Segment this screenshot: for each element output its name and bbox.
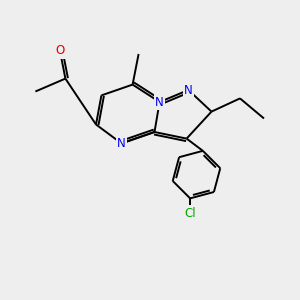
Text: N: N <box>184 83 193 97</box>
Text: N: N <box>155 95 164 109</box>
Text: N: N <box>117 137 126 150</box>
Text: Cl: Cl <box>184 208 196 220</box>
Text: O: O <box>56 44 64 58</box>
